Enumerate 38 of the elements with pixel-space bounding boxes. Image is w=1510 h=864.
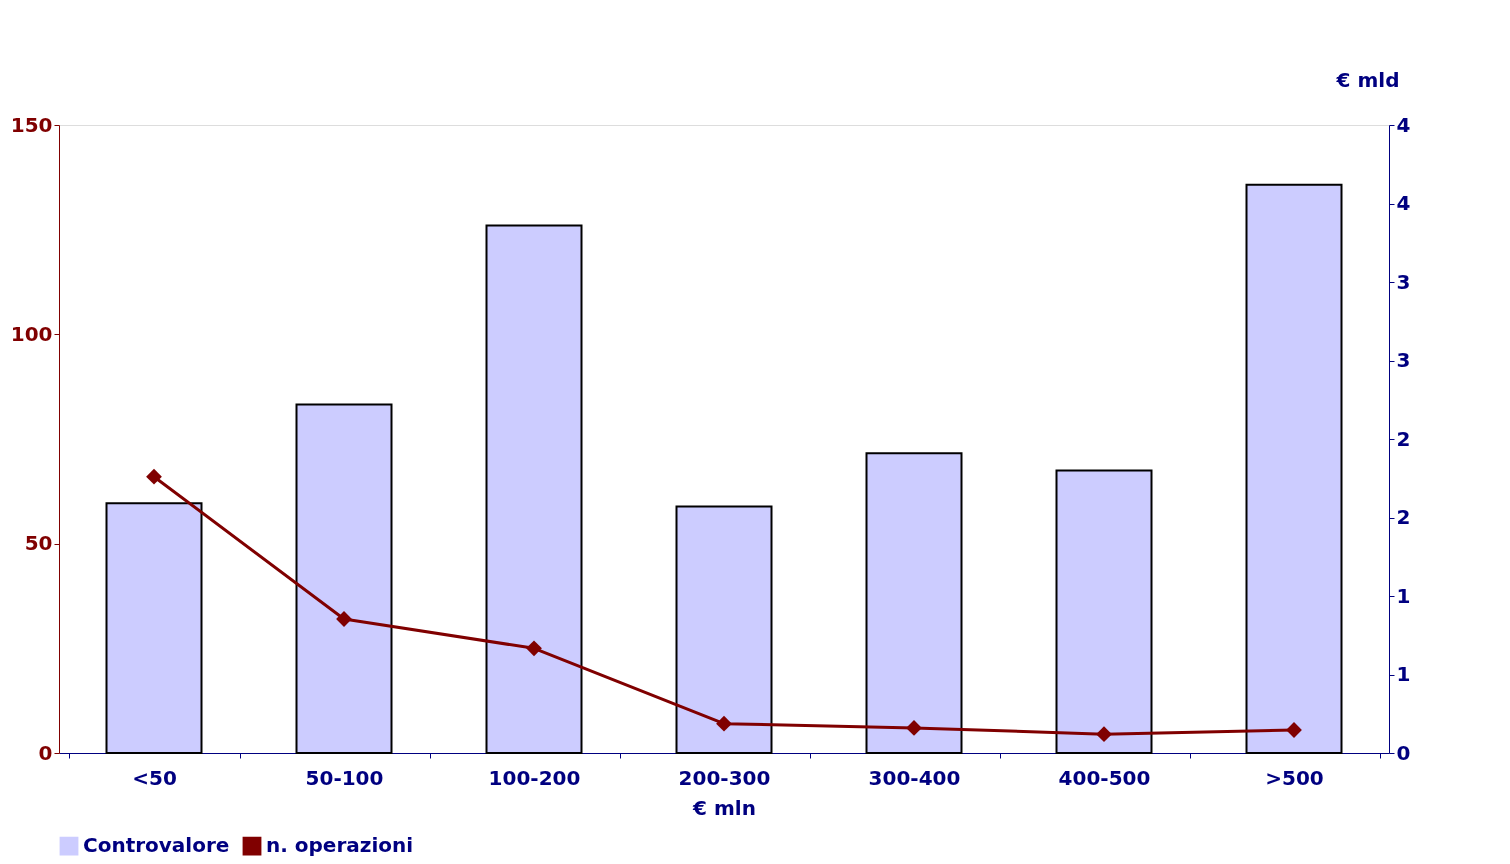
point [906, 719, 922, 736]
x-tick-label: <50 [132, 765, 177, 790]
x-axis-title: € mln [692, 795, 756, 820]
x-tick-label: >500 [1265, 765, 1324, 790]
bar [675, 505, 773, 754]
y2-axis-title: € mld [1335, 67, 1400, 92]
bar [865, 452, 963, 754]
point [526, 640, 542, 657]
legend-label: n. operazioni [266, 833, 414, 858]
x-tick-label: 300-400 [868, 765, 961, 790]
bar [295, 403, 393, 754]
y2-tick-label: 4 [1396, 191, 1411, 215]
y2-tick-label: 1 [1396, 583, 1411, 608]
point [146, 468, 162, 485]
y-tick-label: 50 [24, 531, 53, 556]
y-tick-label: 150 [10, 112, 53, 137]
bar [485, 224, 583, 754]
legend-label: Controvalore [83, 833, 230, 858]
y2-tick-label: 1 [1396, 662, 1411, 686]
y2-tick-label: 2 [1396, 426, 1411, 451]
y-tick-label: 0 [38, 740, 53, 765]
bar [105, 502, 203, 754]
x-tick-label: 200-300 [678, 765, 771, 790]
y2-tick-label: 4 [1396, 112, 1411, 137]
x-tick-label: 50-100 [305, 765, 384, 790]
x-tick-label: 100-200 [488, 765, 581, 790]
y2-tick-label: 3 [1396, 348, 1411, 372]
y-tick-label: 100 [10, 321, 53, 346]
y2-tick-label: 0 [1396, 740, 1411, 765]
x-tick-label: 400-500 [1058, 765, 1151, 790]
bar [1245, 183, 1343, 754]
point [1286, 722, 1302, 738]
y2-tick-label: 2 [1396, 505, 1411, 529]
y2-tick-label: 3 [1396, 269, 1411, 294]
point [1096, 726, 1112, 743]
bar [1055, 469, 1153, 754]
point [336, 611, 352, 627]
point [716, 715, 732, 732]
